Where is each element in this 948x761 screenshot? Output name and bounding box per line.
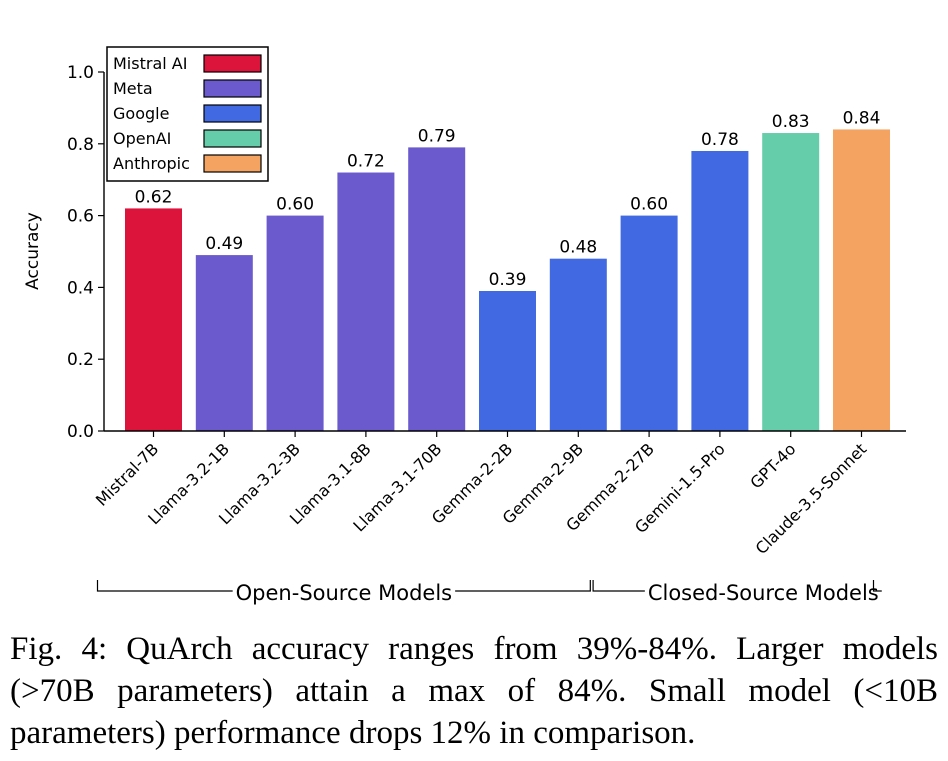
legend-label-openai: OpenAI (113, 129, 171, 148)
bar-gemma-2-27b (620, 215, 678, 431)
y-tick-label: 0.4 (67, 278, 94, 298)
x-tick-label-gpt-4o: GPT-4o (746, 439, 799, 492)
legend-swatch-google (203, 104, 262, 123)
value-label-gemma-2-9b: 0.48 (559, 238, 597, 258)
legend-swatch-openai (203, 129, 262, 148)
bracket-label-open-source-models: Open-Source Models (236, 581, 452, 605)
y-axis-label: Accuracy (23, 212, 43, 290)
bar-llama-3-1-70b (408, 147, 466, 431)
value-label-gpt-4o: 0.83 (772, 112, 810, 132)
bar-mistral-7b (125, 208, 182, 431)
value-labels: 0.62 0.49 0.60 0.72 0.79 0.39 0.48 0.60 0.78 0.83… (135, 108, 881, 290)
y-tick-label: 0.6 (67, 207, 94, 227)
bar-chart: 0.62 0.49 0.60 0.72 0.79 0.39 0.48 0.60 0.78 0.83… (23, 46, 906, 605)
y-tick-label: 1.0 (67, 63, 94, 83)
value-label-gemma-2-2b: 0.39 (489, 270, 527, 290)
bar-gemma-2-9b (549, 258, 607, 431)
bar-llama-3-1-8b (337, 172, 395, 431)
legend-label-anthropic: Anthropic (113, 154, 190, 173)
y-tick-label: 0.0 (67, 422, 94, 442)
value-label-llama-3-2-1b: 0.49 (205, 234, 243, 254)
bar-gemma-2-2b (479, 290, 536, 431)
legend-swatch-mistral-ai (203, 54, 262, 73)
value-label-mistral-7b: 0.62 (135, 187, 173, 207)
value-label-gemini-1-5-pro: 0.78 (701, 130, 739, 150)
group-brackets: Open-Source Models Closed-Source Models (96, 580, 882, 605)
figure-caption: Fig. 4: QuArch accuracy ranges from 39%-… (10, 631, 938, 751)
x-tick-label-mistral-7b: Mistral-7B (92, 439, 162, 509)
value-label-llama-3-1-8b: 0.72 (347, 152, 385, 172)
legend-swatch-anthropic (203, 154, 262, 173)
bars (125, 129, 890, 432)
y-ticks: 0.0 0.2 0.4 0.6 0.8 1.0 (67, 63, 104, 442)
bar-gemini-1-5-pro (691, 150, 749, 432)
bracket-line-closed-source-models (592, 580, 882, 592)
legend-swatch-meta (203, 79, 262, 98)
value-label-llama-3-2-3b: 0.60 (276, 195, 314, 215)
bar-llama-3-2-1b (195, 255, 253, 431)
value-label-llama-3-1-70b: 0.79 (418, 126, 456, 146)
legend-label-mistral-ai: Mistral AI (113, 54, 187, 73)
value-label-gemma-2-27b: 0.60 (630, 195, 668, 215)
bar-claude-3-5-sonnet (833, 129, 890, 431)
value-label-claude-3-5-sonnet: 0.84 (843, 108, 881, 128)
y-tick-label: 0.8 (67, 135, 94, 155)
bar-llama-3-2-3b (266, 215, 324, 431)
legend: Mistral AI Meta Google OpenAI Anthropic (106, 46, 269, 182)
bracket-label-closed-source-models: Closed-Source Models (648, 581, 879, 605)
axes (103, 72, 906, 432)
x-ticks: Mistral-7BLlama-3.2-1BLlama-3.2-3BLlama-… (92, 431, 870, 558)
bracket-line-open-source-models (96, 580, 591, 592)
bar-gpt-4o (762, 133, 820, 431)
legend-label-google: Google (113, 104, 169, 123)
y-tick-label: 0.2 (67, 350, 94, 370)
legend-label-meta: Meta (113, 79, 153, 98)
